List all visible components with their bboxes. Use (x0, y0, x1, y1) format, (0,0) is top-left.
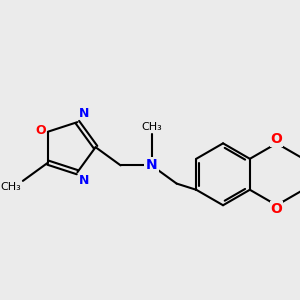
Text: O: O (271, 202, 283, 216)
Text: CH₃: CH₃ (1, 182, 21, 192)
Text: N: N (79, 107, 89, 120)
Text: O: O (271, 132, 283, 146)
Text: N: N (79, 175, 89, 188)
Text: N: N (146, 158, 158, 172)
Text: CH₃: CH₃ (141, 122, 162, 132)
Text: O: O (36, 124, 46, 137)
